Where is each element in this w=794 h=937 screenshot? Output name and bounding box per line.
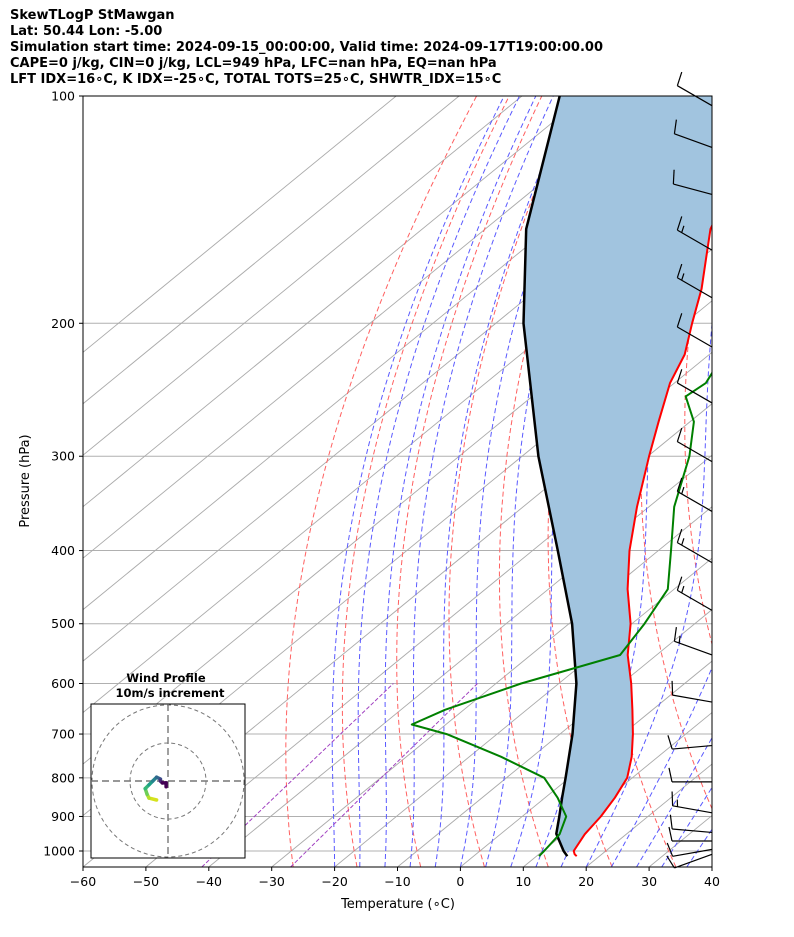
y-tick-label: 700	[51, 727, 75, 742]
x-tick-label: −10	[384, 874, 410, 889]
x-tick-label: −60	[70, 874, 96, 889]
y-tick-label: 400	[51, 543, 75, 558]
wind-barb	[666, 842, 713, 857]
x-tick-label: −20	[321, 874, 347, 889]
isotherm-gridline	[208, 454, 712, 867]
y-tick-label: 1000	[43, 844, 75, 859]
dry-adiabat	[396, 96, 543, 867]
chart-title: SkewTLogP StMawgan	[10, 8, 175, 23]
y-tick-label: 500	[51, 616, 75, 631]
isotherm-gridline	[83, 96, 586, 508]
x-tick-label: 20	[578, 874, 594, 889]
wind-barb	[671, 680, 713, 703]
wind-barb	[676, 369, 713, 404]
moist-adiabat	[331, 96, 505, 867]
isotherm-gridline	[775, 96, 794, 867]
indices-line: LFT IDX=16∘C, K IDX=-25∘C, TOTAL TOTS=25…	[10, 72, 502, 87]
dry-adiabat	[769, 96, 794, 867]
y-tick-label: 900	[51, 809, 75, 824]
chart-header: SkewTLogP StMawgan Lat: 50.44 Lon: -5.00…	[10, 8, 603, 88]
y-tick-label: 600	[51, 676, 75, 691]
dry-adiabat	[285, 96, 478, 867]
moist-adiabat	[737, 96, 794, 867]
moist-adiabat	[711, 866, 712, 867]
wind-barb	[668, 826, 712, 842]
wind-barb	[676, 576, 713, 611]
isotherm-gridline	[83, 96, 460, 405]
params-line: CAPE=0 j/kg, CIN=0 j/kg, LCL=949 hPa, LF…	[10, 56, 497, 71]
y-tick-label: 300	[51, 449, 75, 464]
wind-barb	[671, 791, 713, 814]
wind-barb	[672, 169, 713, 195]
isotherm-gridline	[271, 506, 712, 867]
dewpoint-line	[410, 371, 712, 857]
wind-barb	[676, 263, 713, 299]
wind-barb	[676, 71, 713, 107]
x-tick-label: −50	[133, 874, 159, 889]
x-tick-label: 0	[456, 874, 464, 889]
y-tick-label: 200	[51, 316, 75, 331]
location-line: Lat: 50.44 Lon: -5.00	[10, 24, 163, 39]
x-tick-label: −40	[196, 874, 222, 889]
time-line: Simulation start time: 2024-09-15_00:00:…	[10, 40, 603, 55]
y-axis-label: Pressure (hPa)	[18, 434, 33, 527]
isotherm-gridline	[711, 866, 712, 867]
wind-profile-subtitle: 10m/s increment	[116, 686, 225, 700]
x-tick-label: 10	[515, 874, 531, 889]
moist-adiabat	[357, 96, 520, 867]
wind-barb	[676, 216, 713, 251]
isotherm-gridline	[83, 96, 523, 456]
isotherm-gridline	[397, 609, 712, 867]
isotherm-gridline	[523, 711, 712, 867]
wind-barb	[669, 814, 713, 834]
x-tick-label: 30	[641, 874, 657, 889]
parcel-profile-line	[522, 96, 578, 857]
isotherm-gridline	[83, 96, 397, 353]
wind-barb	[676, 313, 713, 348]
y-tick-label: 100	[51, 89, 75, 104]
dry-adiabat	[341, 96, 510, 867]
x-axis-label: Temperature (∘C)	[340, 897, 455, 912]
dry-adiabat	[728, 96, 794, 867]
isotherm-gridline	[83, 96, 649, 559]
mixing-ratio-line	[201, 683, 394, 867]
wind-barb	[673, 627, 713, 656]
mixing-ratio-line	[290, 683, 478, 867]
wind-barb	[673, 119, 713, 149]
wind-barb	[676, 427, 713, 463]
moist-adiabat	[585, 319, 712, 867]
x-tick-label: −30	[259, 874, 285, 889]
wind-barb	[666, 853, 713, 869]
wind-barb	[676, 528, 713, 564]
y-tick-label: 800	[51, 770, 75, 785]
temperature-line	[572, 223, 712, 857]
isotherm-gridline	[334, 557, 712, 867]
wind-profile-title: Wind Profile	[126, 671, 206, 685]
wind-barb	[668, 767, 712, 783]
wind-barb	[676, 477, 713, 512]
x-tick-label: 40	[704, 874, 720, 889]
wind-barb	[667, 735, 713, 750]
cin-fill-area	[523, 96, 712, 851]
